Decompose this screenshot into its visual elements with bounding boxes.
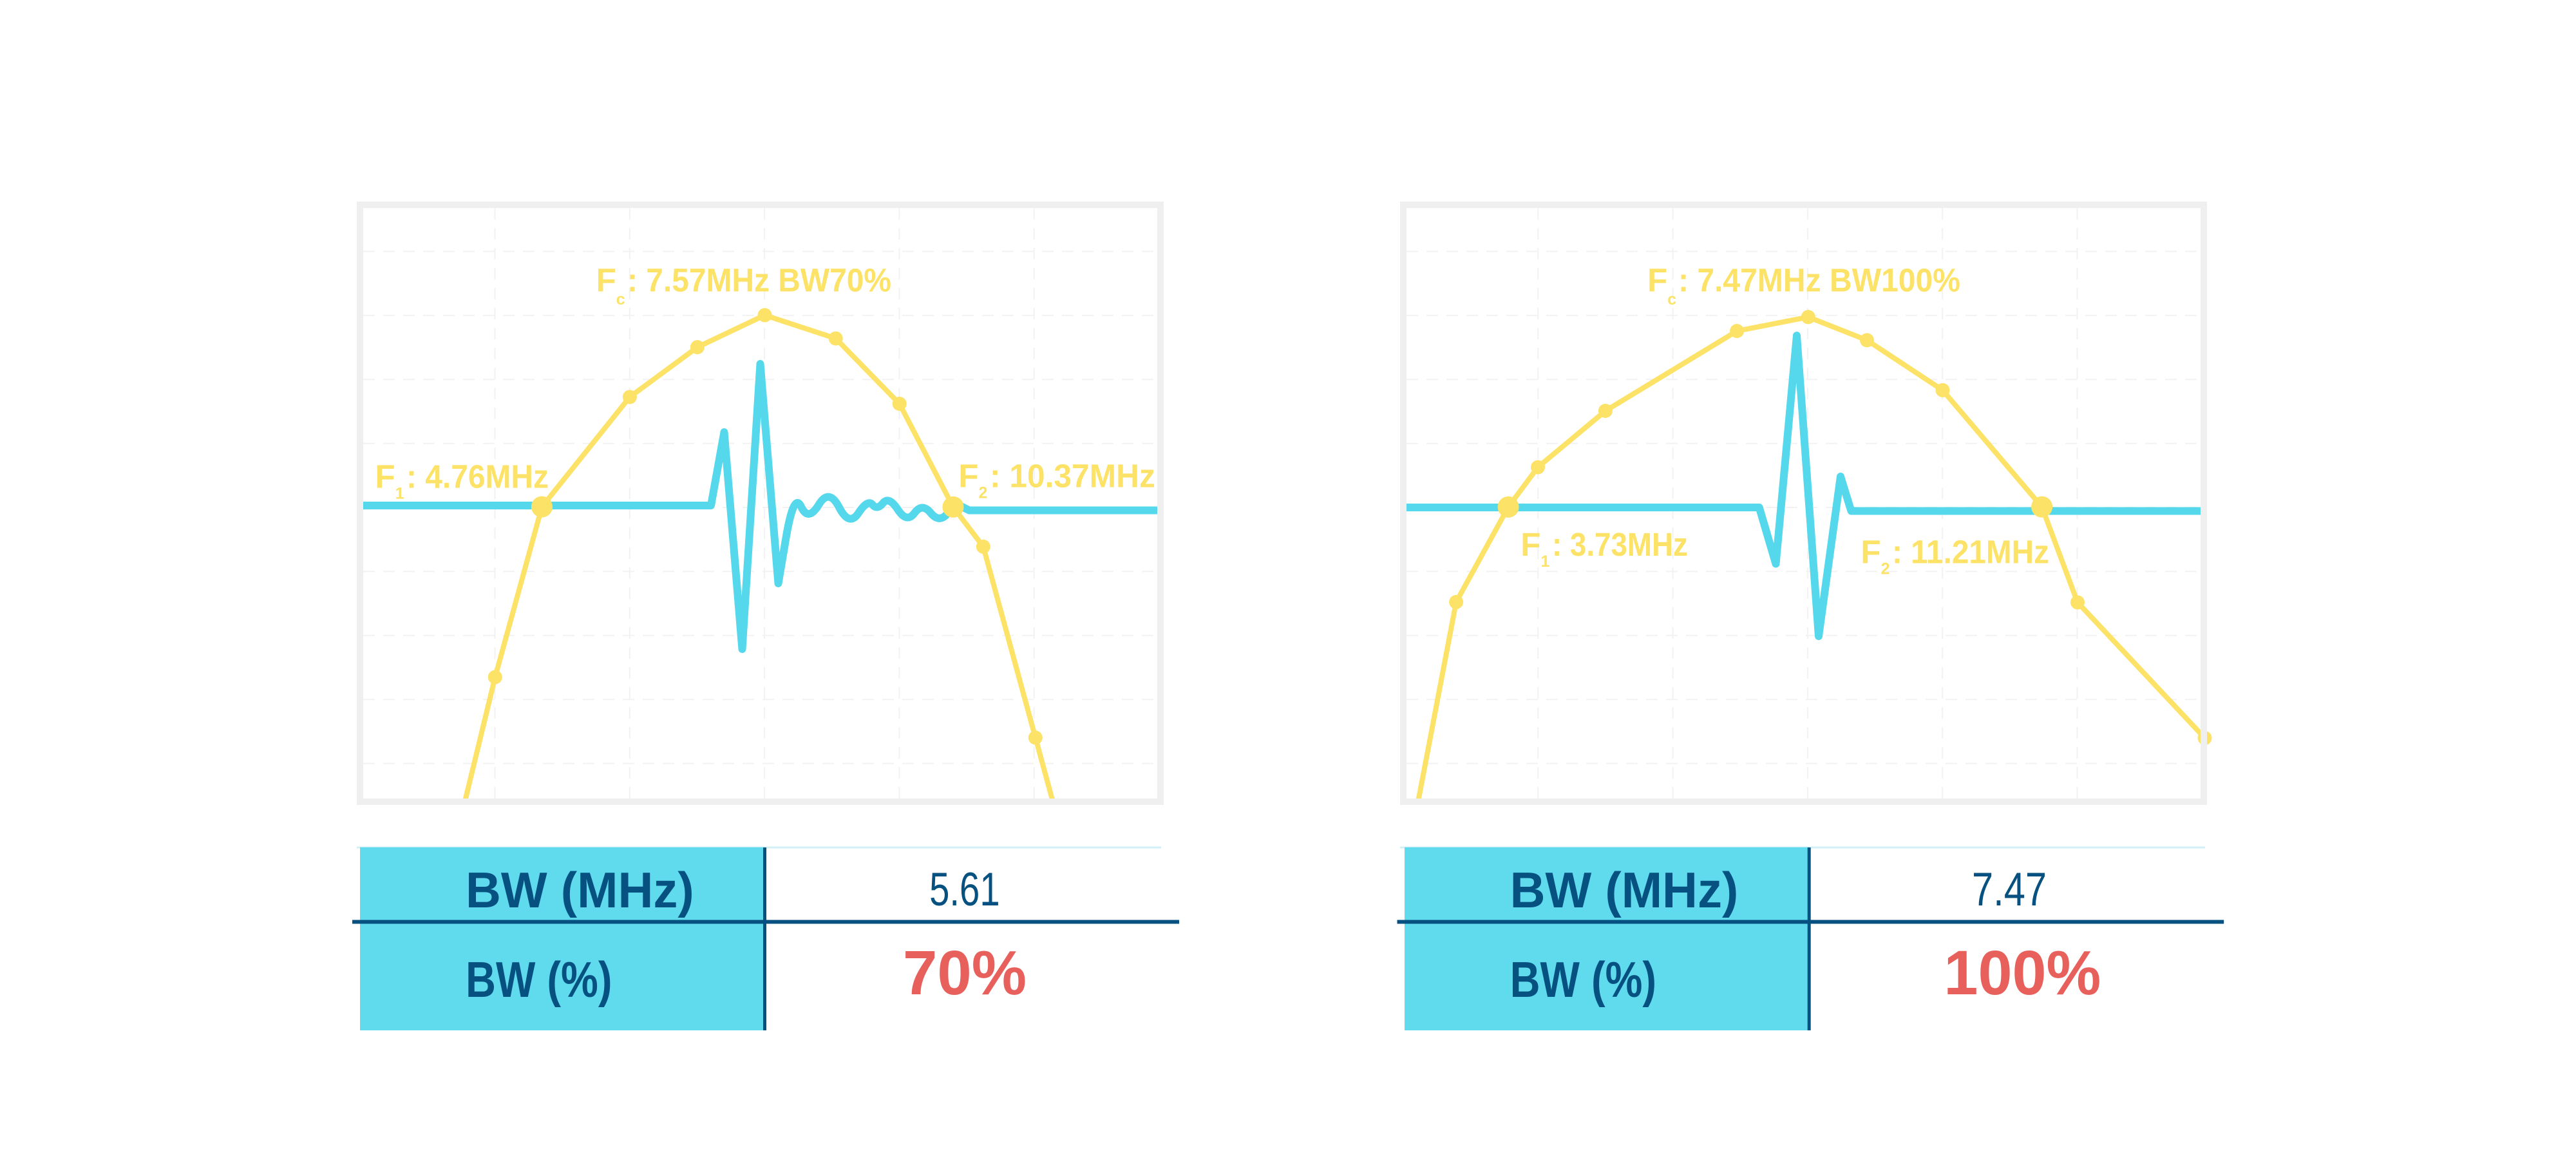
svg-text:70%: 70% — [903, 938, 1027, 1008]
svg-text:2: 2 — [1881, 560, 1890, 578]
svg-text:: 10.37MHz: : 10.37MHz — [990, 458, 1155, 495]
svg-text:5.61: 5.61 — [929, 864, 1000, 916]
svg-text:F: F — [375, 459, 395, 495]
svg-text:F: F — [1647, 262, 1667, 299]
svg-text:F: F — [1520, 526, 1540, 563]
svg-text:100%: 100% — [1944, 938, 2101, 1008]
svg-text:1: 1 — [395, 485, 404, 503]
svg-text:c: c — [616, 290, 625, 308]
svg-text:: 7.57MHz BW70%: : 7.57MHz BW70% — [627, 261, 891, 298]
svg-text:BW (%): BW (%) — [466, 951, 612, 1008]
svg-text:: 3.73MHz: : 3.73MHz — [1552, 526, 1688, 563]
svg-text:: 7.47MHz BW100%: : 7.47MHz BW100% — [1678, 262, 1960, 299]
svg-text:F: F — [958, 458, 978, 495]
svg-text:BW (%): BW (%) — [1510, 951, 1657, 1008]
svg-text:7.47: 7.47 — [1972, 864, 2047, 916]
svg-text:BW (MHz): BW (MHz) — [1510, 862, 1739, 918]
svg-text:c: c — [1667, 290, 1676, 308]
svg-text:2: 2 — [979, 484, 988, 502]
svg-text:1: 1 — [1541, 553, 1550, 571]
svg-text:: 11.21MHz: : 11.21MHz — [1892, 534, 2049, 571]
svg-text:: 4.76MHz: : 4.76MHz — [406, 459, 549, 495]
svg-text:F: F — [596, 261, 616, 298]
svg-text:BW (MHz): BW (MHz) — [466, 862, 694, 918]
svg-text:F: F — [1861, 534, 1880, 571]
